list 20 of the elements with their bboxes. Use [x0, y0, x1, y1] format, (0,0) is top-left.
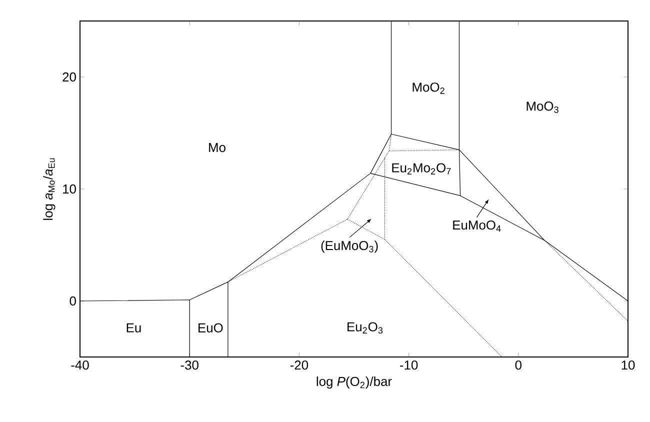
annotation: Eu$_{2}$O$_{3}$: [348, 322, 383, 334]
annotation: MoO$_{2}$: [412, 82, 444, 94]
x-axis-title: log P(O$_{2}$)/bar: [316, 376, 392, 389]
x-tick-label: -30: [180, 360, 198, 370]
annotation: MoO$_{3}$: [526, 102, 558, 113]
x-tick-label: -40: [71, 360, 89, 370]
x-tick-label: -10: [400, 360, 418, 370]
y-tick-label: 10: [63, 184, 76, 194]
y-tick-label: 20: [62, 72, 76, 82]
annotation: EuO: [198, 323, 223, 332]
annotation: (EuMoO$_{3}$): [321, 240, 378, 253]
annotation: Mo: [209, 143, 226, 152]
y-tick-label: 0: [70, 296, 76, 306]
x-tick-label: 0: [515, 360, 522, 370]
annotation: Eu: [126, 323, 141, 332]
annotation: EuMoO$_{4}$: [453, 220, 501, 232]
x-tick-label: 10: [622, 360, 635, 370]
y-axis-title: log a$_{Mo}$/a$_{Eu}$: [43, 158, 56, 220]
x-tick-label: -20: [290, 360, 308, 370]
annotation: Eu$_{2}$Mo$_{2}$O$_{7}$: [392, 163, 451, 174]
